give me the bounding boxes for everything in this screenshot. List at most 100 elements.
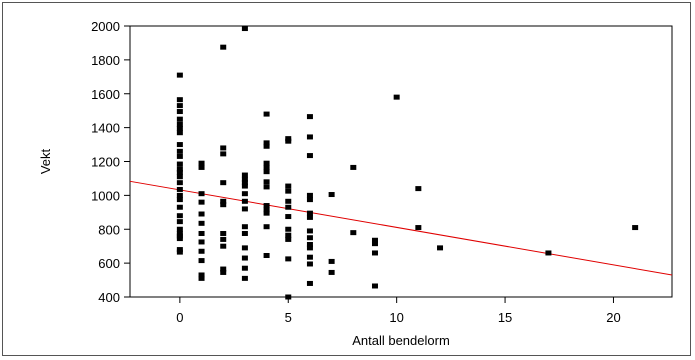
data-point	[328, 269, 335, 275]
y-tick-label: 400	[98, 290, 120, 305]
data-point	[306, 114, 313, 120]
data-point	[198, 160, 205, 166]
data-point	[285, 138, 292, 144]
data-point	[306, 134, 313, 140]
data-point	[198, 211, 205, 217]
data-point	[176, 153, 183, 159]
data-point	[263, 160, 270, 166]
data-point	[198, 220, 205, 226]
data-point	[176, 226, 183, 232]
data-point	[241, 265, 248, 271]
x-tick-label: 0	[176, 310, 183, 325]
y-tick-label: 800	[98, 222, 120, 237]
data-point	[285, 232, 292, 238]
data-point	[285, 236, 292, 242]
data-point	[220, 198, 227, 204]
y-tick-label: 2000	[91, 19, 120, 34]
data-point	[285, 294, 292, 300]
y-tick-label: 1200	[91, 155, 120, 170]
data-point	[241, 172, 248, 178]
y-axis-label: Vekt	[38, 148, 53, 174]
points-layer	[176, 26, 639, 300]
data-point	[306, 192, 313, 198]
ticks: 400 600 800 1000 1200 1400 1600 1800 2000 0 5 10 15 2…	[91, 19, 621, 325]
data-point	[220, 151, 227, 157]
data-point	[241, 224, 248, 230]
data-point	[220, 145, 227, 151]
x-tick-label: 15	[498, 310, 512, 325]
data-point	[263, 184, 270, 190]
data-point	[306, 228, 313, 234]
data-point	[176, 161, 183, 167]
data-point	[241, 180, 248, 186]
trend-line	[129, 180, 673, 276]
data-point	[263, 169, 270, 175]
data-point	[198, 239, 205, 245]
axes	[129, 25, 673, 298]
data-point	[241, 176, 248, 182]
data-point	[198, 272, 205, 278]
data-point	[263, 111, 270, 117]
data-point	[285, 183, 292, 189]
data-point	[176, 249, 183, 255]
data-point	[306, 197, 313, 203]
data-point	[371, 283, 378, 289]
data-point	[241, 191, 248, 197]
data-point	[220, 266, 227, 272]
data-point	[285, 136, 292, 142]
data-point	[176, 109, 183, 115]
data-point	[263, 164, 270, 170]
data-point	[285, 256, 292, 262]
data-point	[176, 204, 183, 210]
data-point	[415, 186, 422, 192]
data-point	[176, 180, 183, 186]
y-tick-label: 1600	[91, 87, 120, 102]
plot-area-border	[129, 25, 673, 298]
data-point	[220, 236, 227, 242]
data-point	[220, 269, 227, 275]
data-point	[350, 164, 357, 170]
data-point	[176, 186, 183, 192]
data-point	[263, 207, 270, 213]
data-point	[241, 245, 248, 251]
trend-layer	[129, 180, 673, 276]
data-point	[176, 103, 183, 109]
data-point	[263, 210, 270, 216]
data-point	[176, 125, 183, 131]
data-point	[306, 261, 313, 267]
data-point	[220, 44, 227, 50]
data-point	[220, 230, 227, 236]
data-point	[306, 245, 313, 251]
data-point	[263, 253, 270, 259]
data-point	[176, 233, 183, 239]
data-point	[241, 206, 248, 212]
data-point	[198, 275, 205, 281]
data-point	[176, 142, 183, 148]
data-point	[176, 192, 183, 198]
data-point	[285, 198, 292, 204]
data-point	[198, 164, 205, 170]
data-point	[176, 219, 183, 225]
data-point	[263, 224, 270, 230]
data-point	[241, 198, 248, 204]
x-tick-label: 5	[285, 310, 292, 325]
y-tick-label: 1800	[91, 53, 120, 68]
data-point	[285, 188, 292, 194]
data-point	[371, 250, 378, 256]
data-point	[176, 236, 183, 242]
data-point	[415, 225, 422, 231]
data-point	[285, 204, 292, 210]
data-point	[198, 230, 205, 236]
x-tick-label: 20	[606, 310, 620, 325]
data-point	[306, 241, 313, 247]
data-point	[176, 213, 183, 219]
data-point	[545, 250, 552, 256]
data-point	[263, 143, 270, 149]
data-point	[328, 258, 335, 264]
data-point	[198, 191, 205, 197]
data-point	[263, 203, 270, 209]
data-point	[220, 180, 227, 186]
data-point	[285, 226, 292, 232]
data-point	[263, 140, 270, 146]
